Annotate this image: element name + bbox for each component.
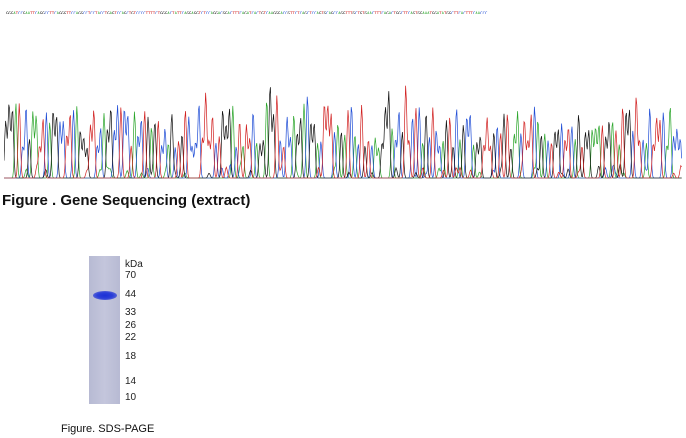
marker-label: 14: [125, 376, 137, 387]
marker-label: 22: [125, 332, 137, 343]
protein-band: [93, 291, 117, 300]
marker-label: 10: [125, 392, 137, 403]
marker-label: 26: [125, 320, 137, 331]
gel-lane: [89, 256, 120, 404]
gene-sequencing-caption: Figure . Gene Sequencing (extract): [2, 192, 251, 209]
sds-page-caption: Figure. SDS-PAGE: [61, 423, 155, 435]
kda-unit-label: kDa: [125, 259, 143, 270]
sequencing-chromatogram: [4, 85, 682, 179]
sequence-bases: GGGATCCGAATTCAGGCCTTCAGGGTTCCAGGCCTCCTAC…: [6, 11, 488, 14]
sequence-text-strip: GGGATCCGAATTCAGGCCTTCAGGGTTCCAGGCCTCCTAC…: [6, 2, 682, 14]
molecular-weight-ladder: kDa 70 44 33 26 22 18 14 10: [125, 259, 165, 407]
trace-g: [4, 87, 682, 179]
marker-label: 18: [125, 351, 137, 362]
marker-label: 70: [125, 270, 137, 281]
marker-label: 33: [125, 307, 137, 318]
marker-label: 44: [125, 289, 137, 300]
